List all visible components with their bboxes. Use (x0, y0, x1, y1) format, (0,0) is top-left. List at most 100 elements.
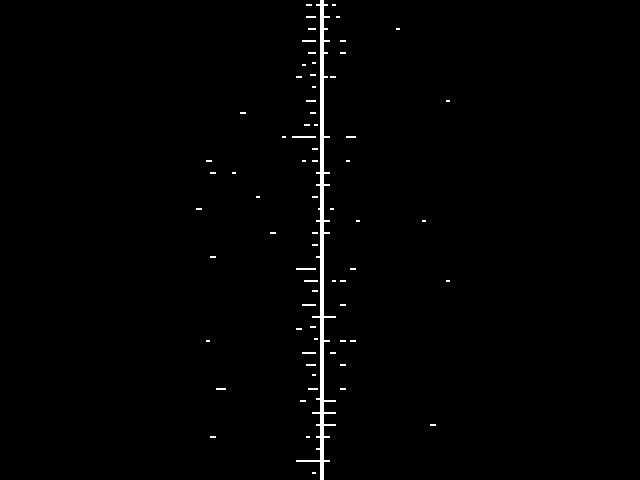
dash-mark (396, 28, 400, 30)
tick-mark (316, 436, 320, 438)
tick-mark (324, 52, 328, 54)
tick-mark (324, 172, 330, 174)
tick-mark (304, 280, 318, 282)
tick-mark (312, 290, 318, 292)
dash-mark (350, 340, 356, 342)
dash-mark (300, 400, 306, 402)
dash-mark (340, 364, 346, 366)
tick-mark (302, 40, 316, 42)
tick-mark (312, 232, 318, 234)
tick-mark (306, 4, 312, 6)
tick-mark (324, 76, 328, 78)
tick-mark (312, 62, 316, 64)
dash-mark (196, 208, 202, 210)
tick-mark (316, 220, 320, 222)
dash-mark (282, 136, 286, 138)
axis-tick-marks (292, 4, 336, 474)
tick-mark (324, 460, 330, 462)
tick-mark (306, 436, 310, 438)
tick-mark (312, 86, 316, 88)
tick-mark (318, 208, 320, 210)
tick-mark (312, 316, 320, 318)
tick-mark (324, 16, 330, 18)
tick-mark (316, 448, 320, 450)
dash-mark (340, 40, 346, 42)
tick-mark (310, 74, 316, 76)
dash-mark (356, 220, 360, 222)
dash-mark (446, 280, 450, 282)
tick-mark (302, 304, 316, 306)
dash-mark (206, 340, 210, 342)
tick-mark (314, 338, 318, 340)
dash-mark (340, 52, 346, 54)
tick-mark (306, 100, 316, 102)
tick-mark (324, 316, 336, 318)
tick-mark (302, 64, 306, 66)
dash-mark (210, 172, 216, 174)
tick-mark (312, 412, 320, 414)
dash-mark (330, 424, 336, 426)
tick-mark (312, 160, 318, 162)
tick-mark (308, 28, 316, 30)
tick-mark (316, 172, 320, 174)
tick-mark (316, 424, 320, 426)
tick-mark (304, 124, 310, 126)
dash-mark (340, 340, 346, 342)
dash-mark (446, 100, 450, 102)
dash-mark (336, 16, 340, 18)
tick-mark (296, 76, 302, 78)
tick-mark (316, 398, 320, 400)
tick-mark (324, 4, 328, 6)
tick-mark (324, 220, 330, 222)
dash-mark (340, 388, 346, 390)
dash-mark (330, 352, 336, 354)
dash-mark (340, 280, 346, 282)
dash-mark (216, 388, 226, 390)
tick-mark (310, 112, 316, 114)
dash-mark (256, 196, 260, 198)
dash-mark (210, 436, 216, 438)
tick-mark (306, 16, 316, 18)
tick-mark (296, 460, 320, 462)
tick-mark (302, 160, 306, 162)
tick-mark (312, 196, 318, 198)
tick-mark (324, 424, 330, 426)
tick-mark (308, 388, 318, 390)
tick-mark (324, 232, 330, 234)
tick-mark (316, 256, 320, 258)
tick-mark (314, 124, 318, 126)
tick-mark (292, 136, 316, 138)
tick-mark (302, 352, 316, 354)
dash-mark (206, 160, 212, 162)
tick-mark (306, 364, 316, 366)
tick-mark (324, 40, 330, 42)
tick-mark (324, 400, 336, 402)
dash-mark (350, 268, 356, 270)
tick-mark (296, 268, 316, 270)
dash-mark (346, 160, 350, 162)
tick-mark (316, 184, 320, 186)
tick-mark (324, 136, 330, 138)
tick-mark (324, 412, 336, 414)
dash-mark (422, 220, 426, 222)
dash-mark (210, 256, 216, 258)
tick-mark (310, 326, 316, 328)
dash-mark (430, 424, 436, 426)
tick-mark (324, 184, 330, 186)
dash-mark (346, 136, 356, 138)
dash-mark (240, 112, 246, 114)
dash-mark (332, 4, 336, 6)
tick-mark (312, 374, 316, 376)
tick-mark (312, 244, 318, 246)
dash-mark (270, 232, 276, 234)
dash-mark (232, 172, 236, 174)
tick-mark (308, 52, 316, 54)
dash-mark (330, 76, 336, 78)
central-axis-line (320, 0, 324, 480)
tick-mark (324, 340, 330, 342)
tick-mark (312, 148, 318, 150)
scattered-dash-marks (196, 4, 450, 438)
tick-mark (324, 436, 330, 438)
tick-mark (296, 328, 302, 330)
